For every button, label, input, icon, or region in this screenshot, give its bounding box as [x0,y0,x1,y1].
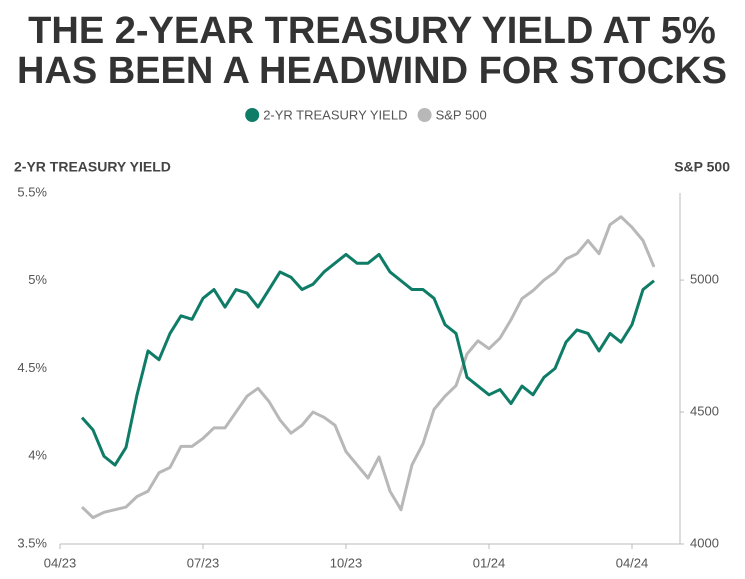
y2-tick-label: 5000 [690,272,719,287]
legend-label: 2-YR TREASURY YIELD [263,107,407,122]
y2-axis-title: S&P 500 [674,159,730,175]
y-tick-label: 3.5% [17,535,47,550]
legend-label: S&P 500 [436,107,487,122]
x-tick-label: 10/23 [330,555,363,570]
x-tick-label: 04/24 [616,555,649,570]
y-axis-title: 2-YR TREASURY YIELD [14,159,171,175]
legend-swatch [245,108,260,122]
y-tick-label: 4% [28,448,47,463]
y2-tick-label: 4500 [690,403,719,418]
y-tick-label: 4.5% [17,360,47,375]
x-tick-label: 04/23 [44,555,77,570]
chart-title: HAS BEEN A HEADWIND FOR STOCKS [17,50,727,92]
chart-title: THE 2-YEAR TREASURY YIELD AT 5% [28,10,716,52]
y-tick-label: 5.5% [17,184,47,199]
legend-swatch [417,108,432,122]
y-tick-label: 5% [28,272,47,287]
line [80,252,655,467]
line [80,215,656,520]
x-tick-label: 07/23 [187,555,220,570]
x-tick-label: 01/24 [473,555,506,570]
y2-tick-label: 4000 [690,535,719,550]
